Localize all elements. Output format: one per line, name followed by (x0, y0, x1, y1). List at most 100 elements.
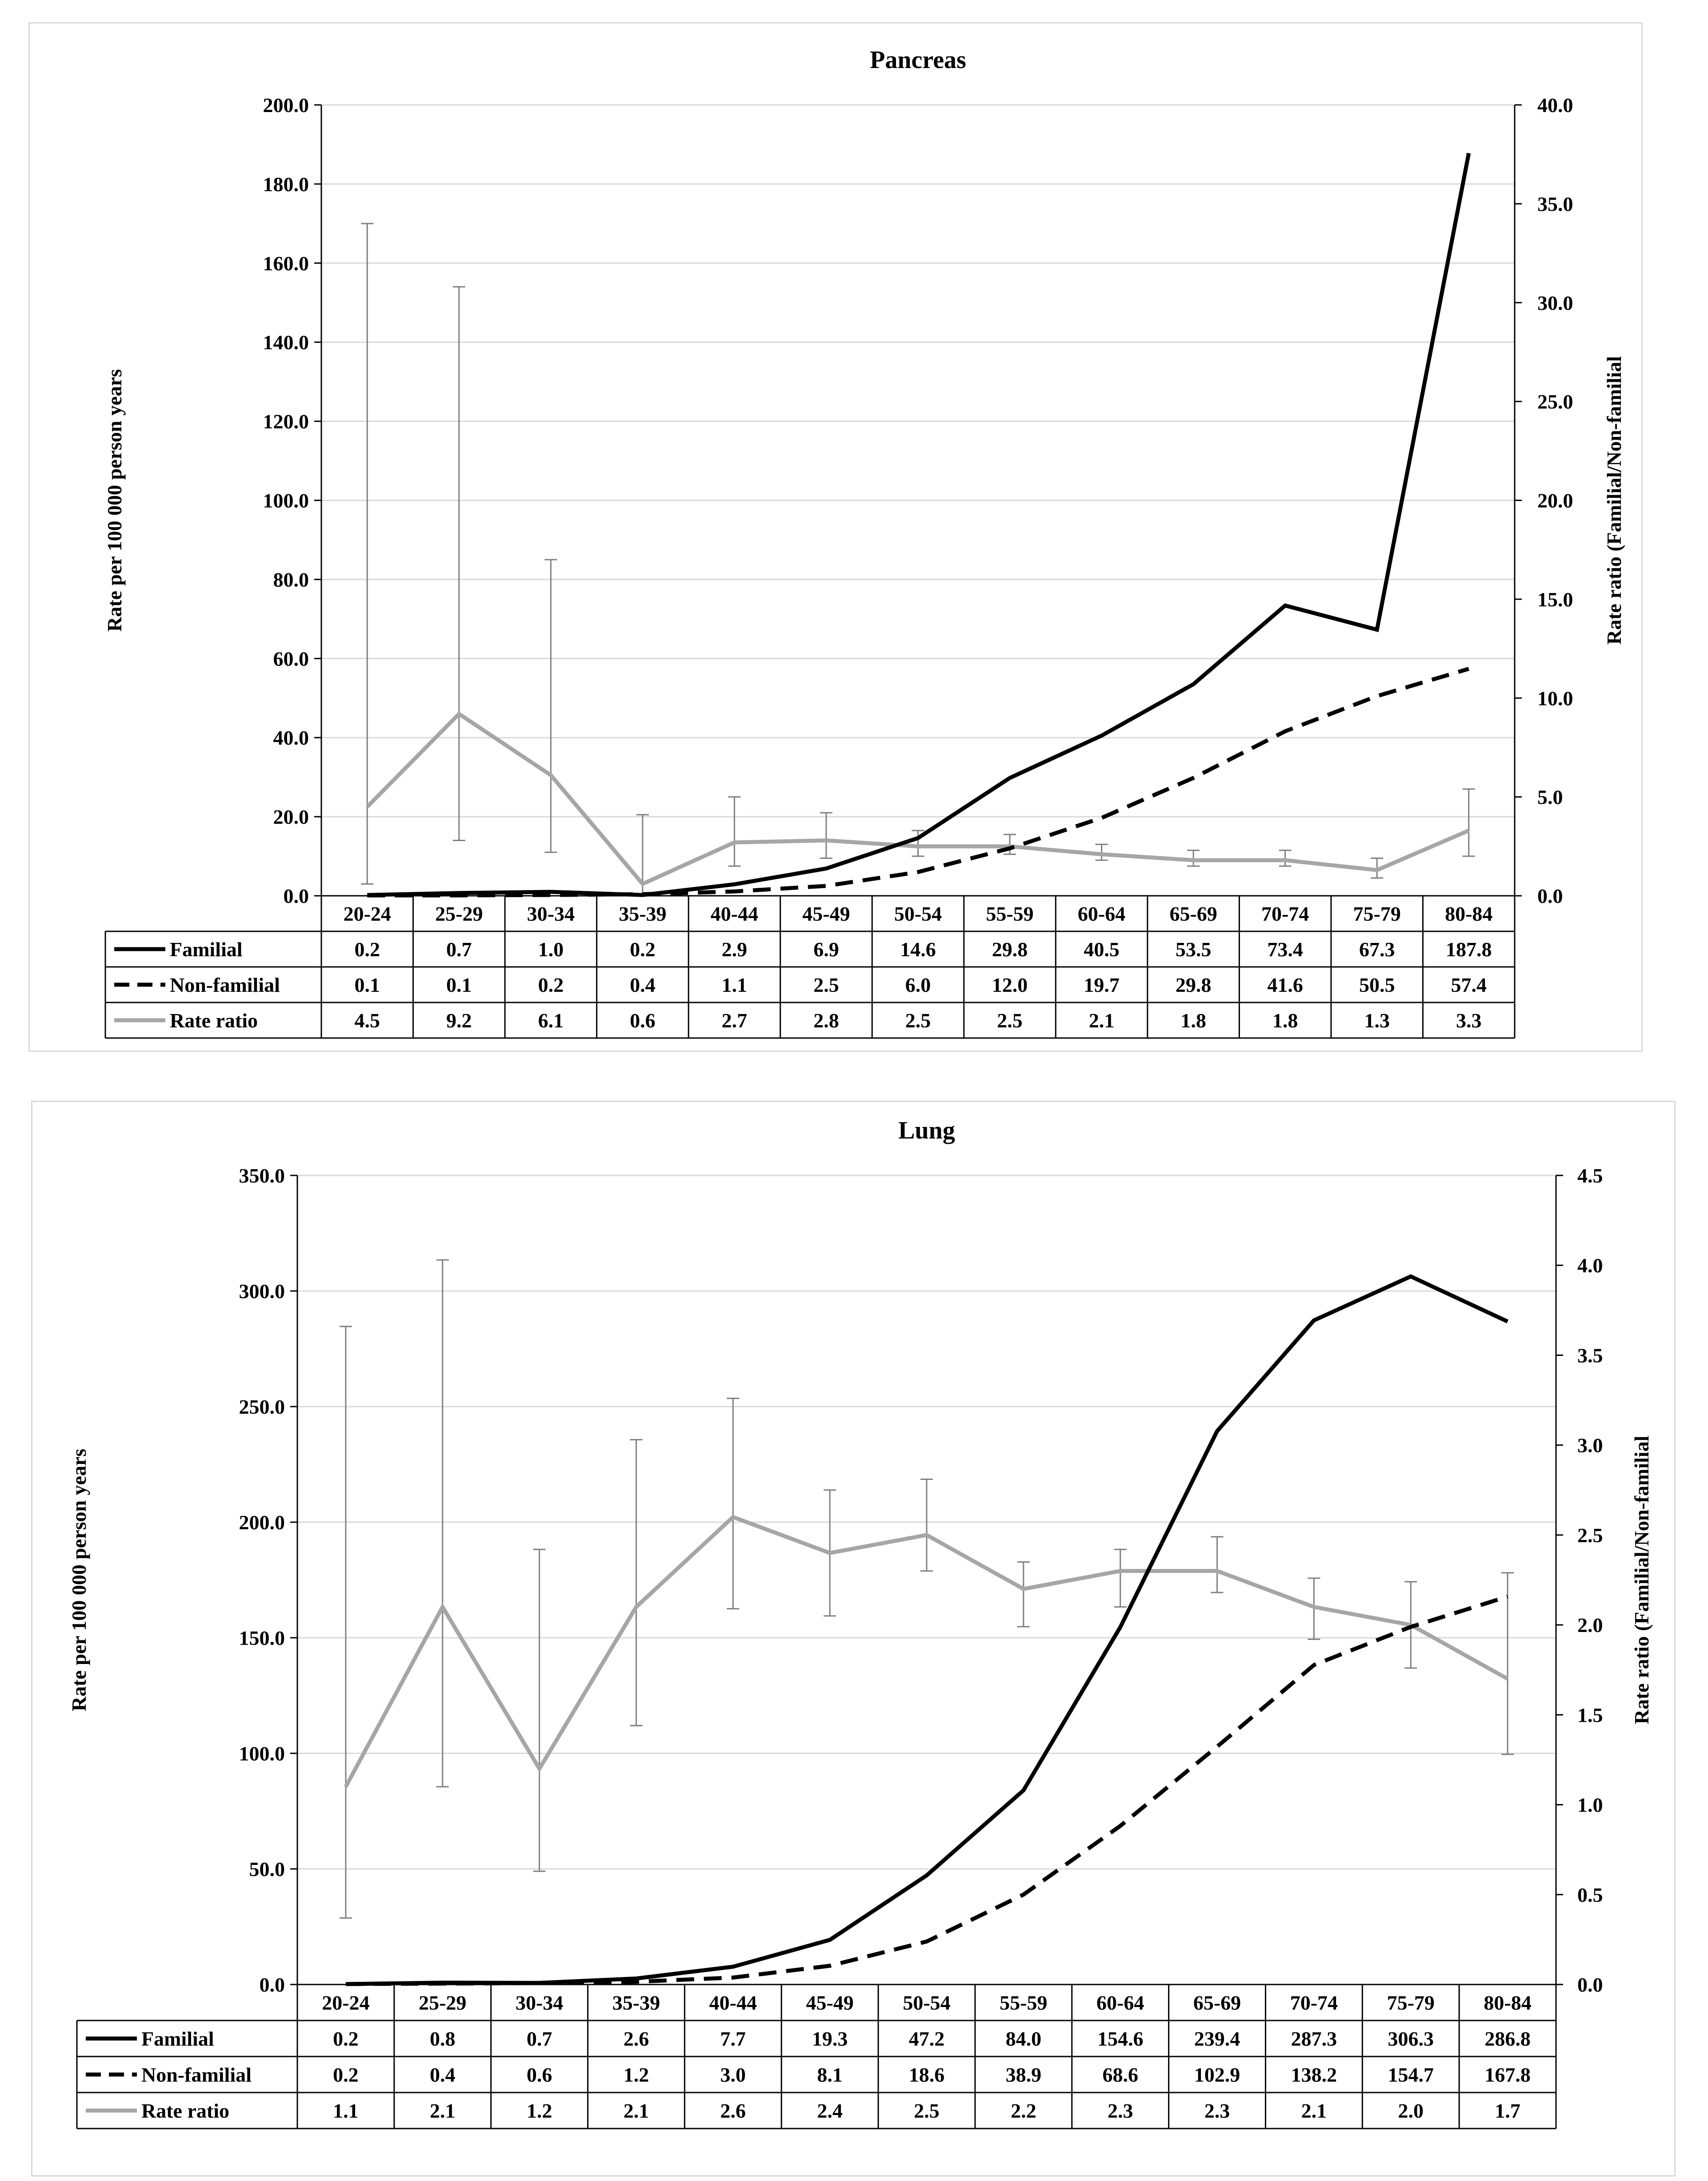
pancreas-table-value: 19.7 (1084, 974, 1120, 996)
pancreas-legend-label-2: Rate ratio (170, 1009, 258, 1032)
lung-table-value: 2.1 (1301, 2100, 1327, 2122)
pancreas-table-value: 41.6 (1267, 974, 1303, 996)
lung-table-value: 2.1 (624, 2100, 649, 2122)
pancreas-table-value: 1.3 (1364, 1009, 1390, 1032)
pancreas-table-value: 187.8 (1446, 938, 1492, 961)
pancreas-table-value: 0.2 (630, 938, 656, 961)
lung-table-value: 0.8 (430, 2028, 456, 2050)
pancreas-left-tick-label: 120.0 (263, 410, 309, 433)
pancreas-x-tick-label: 75-79 (1353, 902, 1401, 925)
lung-left-tick-label: 200.0 (239, 1511, 285, 1534)
lung-x-tick-label: 20-24 (322, 1992, 369, 2014)
lung-x-tick-label: 70-74 (1290, 1992, 1338, 2014)
lung-left-tick-label: 300.0 (239, 1280, 285, 1303)
lung-table-value: 2.6 (624, 2028, 649, 2050)
lung-x-tick-label: 65-69 (1193, 1992, 1241, 2014)
lung-table-value: 2.3 (1108, 2100, 1133, 2122)
pancreas-table-value: 6.1 (538, 1009, 564, 1032)
pancreas-left-tick-label: 80.0 (273, 568, 309, 591)
lung-x-tick-label: 75-79 (1387, 1992, 1435, 2014)
lung-chart-panel: Lung 0.0 50.0 100.0 150.0 200.0 250.0 300.0 350.… (31, 1101, 1676, 2177)
pancreas-table-value: 2.7 (722, 1009, 748, 1032)
pancreas-table-value: 0.6 (630, 1009, 656, 1032)
pancreas-table-value: 53.5 (1176, 938, 1212, 961)
lung-table-value: 0.6 (527, 2064, 552, 2086)
pancreas-right-tick-label: 10.0 (1537, 687, 1573, 710)
lung-table-value: 84.0 (1006, 2028, 1042, 2050)
pancreas-table-value: 1.8 (1272, 1009, 1298, 1032)
pancreas-table-value: 67.3 (1359, 938, 1395, 961)
lung-table-value: 7.7 (720, 2028, 746, 2050)
lung-left-tick-label: 250.0 (239, 1395, 285, 1418)
lung-series-line-rate-ratio (344, 1515, 1509, 1788)
pancreas-table-value: 14.6 (900, 938, 936, 961)
pancreas-table-value: 2.5 (813, 974, 839, 996)
lung-table-value: 68.6 (1102, 2064, 1138, 2086)
lung-right-tick-label: 3.5 (1577, 1344, 1603, 1367)
pancreas-series-line-rate-ratio (366, 711, 1470, 886)
pancreas-series-line-familial (367, 152, 1471, 897)
lung-right-tick-label: 4.0 (1577, 1254, 1603, 1277)
pancreas-x-tick-label: 40-44 (711, 902, 758, 925)
lung-chart-title: Lung (898, 1117, 955, 1144)
pancreas-table-value: 73.4 (1267, 938, 1303, 961)
lung-table-value: 2.6 (720, 2100, 746, 2122)
pancreas-x-tick-label: 50-54 (894, 902, 942, 925)
pancreas-table-value: 50.5 (1359, 974, 1395, 996)
lung-x-tick-label: 30-34 (516, 1992, 563, 2014)
pancreas-left-tick-label: 160.0 (263, 252, 309, 275)
pancreas-chart-panel: Pancreas 0.0 20.0 40.0 60.0 80.0 100.0 120.0 140… (28, 22, 1643, 1052)
pancreas-table-value: 1.0 (538, 938, 564, 961)
lung-table-value: 2.2 (1011, 2100, 1036, 2122)
pancreas-x-tick-label: 20-24 (344, 902, 391, 925)
lung-table-value: 154.7 (1388, 2064, 1434, 2086)
lung-right-tick-label: 3.0 (1577, 1434, 1603, 1457)
pancreas-table-value: 2.8 (813, 1009, 839, 1032)
pancreas-table-value: 2.1 (1089, 1009, 1115, 1032)
pancreas-right-tick-label: 40.0 (1537, 94, 1573, 116)
lung-legend-label-0: Familial (141, 2028, 214, 2050)
pancreas-x-tick-label: 45-49 (802, 902, 850, 925)
pancreas-table-value: 1.8 (1180, 1009, 1206, 1032)
lung-x-tick-label: 45-49 (806, 1992, 853, 2014)
pancreas-left-tick-label: 40.0 (273, 726, 309, 749)
pancreas-table-value: 9.2 (446, 1009, 472, 1032)
lung-right-tick-label: 2.5 (1577, 1524, 1603, 1547)
lung-table-value: 2.0 (1398, 2100, 1424, 2122)
pancreas-left-tick-label: 60.0 (273, 647, 309, 670)
lung-left-tick-label: 50.0 (249, 1858, 285, 1880)
lung-table-value: 18.6 (909, 2064, 945, 2086)
pancreas-table-value: 0.1 (355, 974, 380, 996)
lung-table-value: 3.0 (720, 2064, 746, 2086)
lung-table-value: 138.2 (1291, 2064, 1337, 2086)
pancreas-x-tick-label: 60-64 (1078, 902, 1125, 925)
lung-right-tick-label: 4.5 (1577, 1164, 1603, 1187)
pancreas-left-tick-label: 180.0 (263, 173, 309, 196)
pancreas-x-tick-label: 55-59 (986, 902, 1033, 925)
lung-right-tick-label: 0.5 (1577, 1884, 1603, 1906)
pancreas-x-tick-label: 65-69 (1169, 902, 1217, 925)
lung-x-tick-label: 40-44 (709, 1992, 757, 2014)
pancreas-right-tick-label: 30.0 (1537, 292, 1573, 314)
lung-table-value: 38.9 (1006, 2064, 1042, 2086)
pancreas-table-value: 1.1 (722, 974, 748, 996)
pancreas-table-value: 29.8 (992, 938, 1028, 961)
pancreas-table-value: 6.0 (905, 974, 931, 996)
lung-table-value: 2.4 (817, 2100, 843, 2122)
pancreas-right-tick-label: 20.0 (1537, 489, 1573, 512)
pancreas-left-tick-label: 140.0 (263, 331, 309, 354)
lung-series-line-non-familial (345, 1595, 1508, 1986)
lung-table-value: 154.6 (1097, 2028, 1144, 2050)
pancreas-x-tick-label: 80-84 (1445, 902, 1492, 925)
lung-table-value: 1.2 (624, 2064, 649, 2086)
lung-left-tick-label: 350.0 (239, 1164, 285, 1187)
pancreas-table-value: 2.9 (722, 938, 748, 961)
pancreas-legend-label-0: Familial (170, 938, 243, 961)
pancreas-table-value: 0.7 (446, 938, 472, 961)
pancreas-table-value: 0.2 (538, 974, 564, 996)
lung-right-tick-label: 2.0 (1577, 1614, 1603, 1636)
lung-x-tick-label: 25-29 (419, 1992, 466, 2014)
pancreas-chart-title: Pancreas (870, 46, 966, 74)
lung-x-tick-label: 80-84 (1484, 1992, 1531, 2014)
pancreas-x-tick-label: 30-34 (527, 902, 575, 925)
